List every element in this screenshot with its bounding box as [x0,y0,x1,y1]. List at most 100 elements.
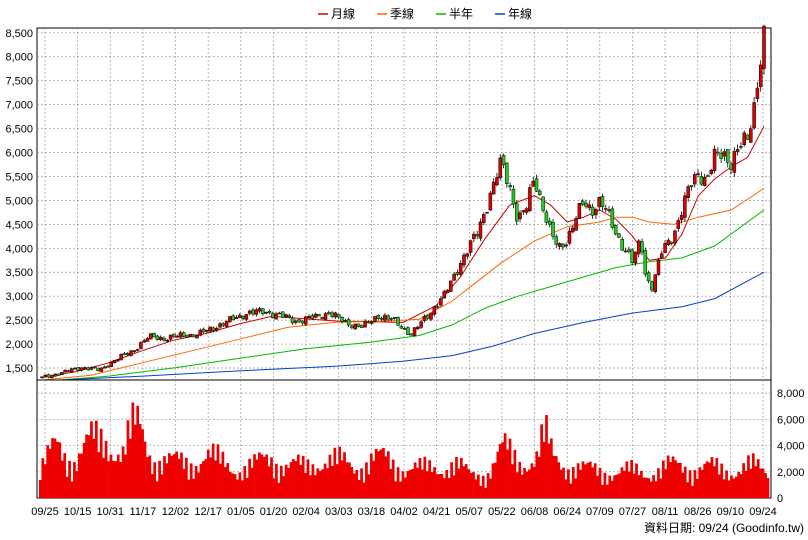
price-grid [37,28,771,380]
volume-bar [732,478,736,498]
candle-body [43,374,48,377]
vol-tick-3: 2,000 [777,467,805,479]
volume-bar [258,452,261,498]
volume-bar [236,479,239,498]
volume-bar [455,456,458,498]
volume-bar [204,459,208,498]
volume-bar [739,474,743,498]
volume-bar [287,467,290,498]
volume-bar [41,458,45,498]
volume-bar [574,478,578,498]
volume-bar [180,452,183,498]
volume-bar [764,473,767,498]
candle-body [251,309,255,315]
volume-bar [58,442,62,498]
legend-label-1: 季線 [390,6,414,21]
volume-bar [228,471,232,498]
volume-bar [219,463,222,498]
price-tick-10: 3,500 [5,267,33,279]
x-tick-3: 11/17 [130,506,157,518]
volume-bar [92,438,96,498]
candle-body [399,326,404,329]
volume-bar [550,438,553,498]
volume-bar [713,466,716,498]
legend-label-2: 半年 [449,7,473,21]
candle-body [363,320,367,328]
x-tick-5: 12/17 [194,506,222,518]
candle-body [699,176,704,185]
volume-bar [163,456,166,498]
volume-bar [377,451,380,498]
volume-bar [248,458,251,498]
volume-bar [598,467,602,498]
volume-bar [708,462,711,498]
volume-bar [401,471,405,498]
volume-bar [167,453,171,498]
volume-bar [720,463,724,498]
volume-bar [613,475,616,498]
candle-body [139,342,143,349]
candle-body [244,314,249,320]
candle-body [267,311,272,314]
volume-bar [348,462,351,498]
candle-body [383,314,387,321]
candle-body [300,320,305,324]
volume-bar [345,462,349,498]
volume-bar [411,468,415,498]
candle-body [294,320,298,323]
volume-bar [730,475,733,498]
volume-bar [399,481,402,498]
candle-body [524,208,529,213]
volume-bar [328,454,332,498]
volume-bar [209,457,213,498]
volume-bar [545,415,548,498]
candle-body [303,316,308,325]
volume-bar [532,466,536,498]
candle-body [749,128,753,143]
volume-bar [567,469,570,498]
volume-bar [282,476,286,498]
volume-bar [175,451,178,498]
candle-body [673,230,677,244]
candle-body [182,332,186,337]
price-tick-6: 5,500 [5,171,33,183]
volume-bar [744,470,748,498]
volume-bar [542,441,546,498]
legend: 月線 季線 半年 年線 [318,6,532,21]
volume-bar [472,472,475,498]
volume-bar [211,443,215,498]
volume-bar [177,458,181,498]
volume-bar [593,463,597,498]
vol-tick-0: 8,000 [777,388,805,400]
candle-body [432,306,437,315]
volume-bar [584,464,587,498]
volume-bar [326,468,329,498]
volume-bar [406,471,410,498]
x-tick-0: 09/25 [31,506,59,518]
volume-bar [43,464,47,498]
price-tick-9: 4,000 [5,243,33,255]
price-tick-1: 8,000 [5,52,33,64]
candle-body [122,353,127,355]
candle-body [73,367,77,370]
volume-bar [501,442,505,498]
volume-bar [513,449,517,498]
candle-body [538,190,542,195]
volume-bar [318,470,322,498]
volume-bar [272,478,276,498]
price-tick-11: 3,000 [5,291,33,303]
candle-body [518,212,522,220]
candle-body [346,319,351,326]
volume-bar [652,475,655,498]
volume-bar [284,464,288,498]
volume-bar [496,451,500,498]
volume-bar [46,445,50,498]
volume-bar [304,473,307,498]
volume-bar [321,469,324,498]
candle-body [168,334,173,340]
volume-bar [90,421,93,498]
candle-body [531,181,535,187]
volume-bar [452,475,456,498]
